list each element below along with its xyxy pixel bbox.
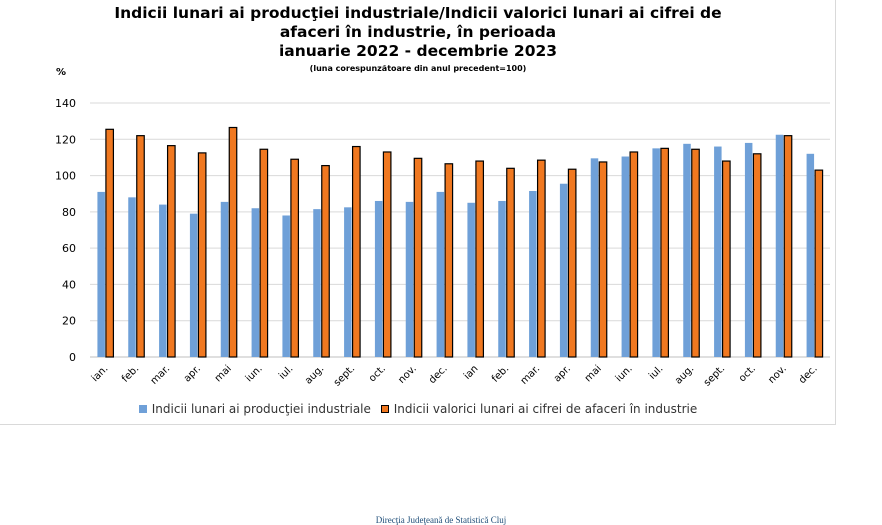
x-tick-label: mai <box>583 363 604 384</box>
legend-swatch-production <box>138 405 147 413</box>
bar-turnover <box>783 135 793 358</box>
bar-turnover <box>814 169 824 358</box>
chart-title: Indicii lunari ai producţiei industriale… <box>0 4 836 61</box>
x-tick-label: sept. <box>702 363 727 388</box>
x-tick-label: aug. <box>673 363 696 386</box>
bar-turnover <box>321 164 330 358</box>
x-tick-label: mar. <box>519 363 543 387</box>
bar-turnover <box>351 145 361 358</box>
x-tick-label: mar. <box>149 363 173 387</box>
x-tick-label: apr. <box>552 363 573 384</box>
legend-item-production: Indicii lunari ai producţiei industriale <box>138 402 371 416</box>
y-tick-label: 120 <box>55 133 76 146</box>
legend-label-turnover: Indicii valorici lunari ai cifrei de afa… <box>393 402 698 416</box>
bar-production <box>282 215 290 357</box>
bar-turnover <box>136 135 145 358</box>
bar-production <box>436 191 445 357</box>
footer-source: Direcţia Judeţeană de Statistică Cluj <box>375 515 507 525</box>
x-tick-label: iun. <box>614 363 635 384</box>
x-axis-ticks: ian. feb. mar. apr. mai iun. iul. aug. sept. oct.… <box>90 363 820 388</box>
bar-production <box>529 190 537 357</box>
bar-turnover <box>506 167 515 358</box>
y-tick-label: 60 <box>62 242 76 255</box>
bar-production <box>714 146 722 357</box>
bar-turnover <box>598 161 608 358</box>
chart-legend: Indicii lunari ai producţiei industriale… <box>0 402 836 416</box>
bar-production <box>405 201 414 357</box>
x-tick-label: aug. <box>303 363 326 386</box>
bar-production <box>97 191 105 357</box>
bar-production <box>374 200 383 357</box>
y-tick-label: 0 <box>69 351 76 364</box>
chart-subtitle: (luna corespunzătoare din anul precedent… <box>309 64 527 73</box>
legend-item-turnover: Indicii valorici lunari ai cifrei de afa… <box>380 402 698 416</box>
x-tick-label: nov. <box>766 363 788 385</box>
bar-production <box>220 201 229 357</box>
x-tick-label: oct. <box>737 363 758 384</box>
bar-production <box>806 153 815 357</box>
bar-turnover <box>721 160 731 358</box>
bar-production <box>344 207 352 357</box>
bar-production <box>498 200 506 357</box>
bar-turnover <box>259 148 269 358</box>
bar-production <box>189 213 198 357</box>
chart-title-line-3: ianuarie 2022 - decembrie 2023 <box>278 42 558 60</box>
bar-production <box>590 158 599 357</box>
bar-turnover <box>197 152 207 358</box>
bar-production <box>467 202 475 357</box>
x-tick-label: oct. <box>367 363 388 384</box>
chart-title-line-1: Indicii lunari ai producţiei industriale… <box>114 4 722 22</box>
y-axis-unit-label: % <box>56 67 67 78</box>
bar-production <box>159 204 167 357</box>
bar-turnover <box>629 151 639 358</box>
bar-production <box>559 183 568 357</box>
bar-production <box>744 142 753 357</box>
x-tick-label: feb. <box>120 363 141 384</box>
bar-turnover <box>382 151 392 358</box>
bar-turnover <box>752 153 762 358</box>
bar-turnover <box>444 163 454 358</box>
x-tick-label: apr. <box>182 363 203 384</box>
bar-production <box>652 148 660 357</box>
y-tick-label: 40 <box>62 278 76 291</box>
x-tick-label: ian <box>462 363 481 382</box>
bar-production <box>775 134 784 357</box>
legend-swatch-turnover <box>380 405 389 413</box>
bar-turnover <box>660 147 670 358</box>
bars <box>97 126 824 358</box>
bar-turnover <box>228 126 238 358</box>
bar-production <box>313 209 321 357</box>
x-tick-label: iun. <box>244 363 265 384</box>
x-tick-label: feb. <box>490 363 511 384</box>
y-axis-ticks: 0 20 40 60 80 100 120 140 <box>55 97 76 364</box>
x-tick-label: dec. <box>427 363 450 386</box>
bar-turnover <box>166 145 176 358</box>
bar-production <box>128 197 136 357</box>
bar-production <box>683 143 691 357</box>
bar-production <box>251 208 260 357</box>
bar-turnover <box>536 159 546 358</box>
x-tick-label: iul. <box>277 363 295 381</box>
y-tick-label: 140 <box>55 97 76 110</box>
bar-turnover <box>105 128 115 358</box>
chart-title-line-2: afaceri în industrie, în perioada <box>279 23 557 41</box>
y-tick-label: 20 <box>62 315 76 328</box>
x-tick-label: sept. <box>332 363 357 388</box>
x-tick-label: ian. <box>90 363 111 384</box>
legend-label-production: Indicii lunari ai producţiei industriale <box>151 402 371 416</box>
x-tick-label: iul. <box>647 363 665 381</box>
bar-turnover <box>567 168 577 358</box>
x-tick-label: mai <box>213 363 234 384</box>
y-tick-label: 100 <box>55 170 76 183</box>
bar-turnover <box>290 158 300 358</box>
y-tick-label: 80 <box>62 206 76 219</box>
gridlines <box>90 102 830 358</box>
x-tick-label: nov. <box>396 363 418 385</box>
bar-turnover <box>475 160 485 358</box>
bar-turnover <box>413 157 423 358</box>
bar-production <box>621 156 630 357</box>
x-tick-label: dec. <box>797 363 820 386</box>
bar-turnover <box>691 148 700 358</box>
